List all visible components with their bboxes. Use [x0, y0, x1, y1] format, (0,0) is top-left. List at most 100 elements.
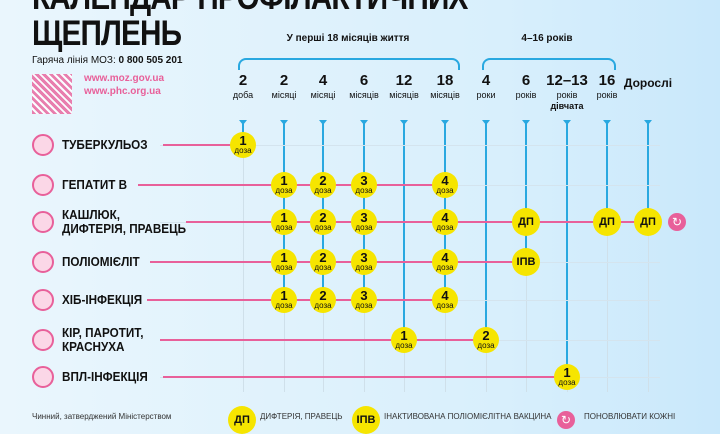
qr-code: [32, 74, 72, 114]
column-age: 12–13: [546, 72, 588, 89]
dose-badge: 1 доза: [554, 364, 580, 390]
dose-badge: 4 доза: [432, 249, 458, 275]
column-header-7: 6 років: [501, 72, 551, 101]
column-header-1: 2 місяці: [259, 72, 309, 101]
column-line: [485, 122, 487, 340]
row-label: КІР, ПАРОТИТ, КРАСНУХА: [62, 325, 144, 354]
dose-label: доза: [355, 186, 373, 195]
dose-badge: 1 доза: [271, 209, 297, 235]
dose-number: 2: [319, 210, 327, 225]
grid-line: [648, 122, 649, 392]
column-header-6: 4 роки: [461, 72, 511, 101]
group-brace: [238, 58, 460, 70]
grid-line: [243, 122, 244, 392]
row-line: [163, 144, 243, 146]
dose-number: 1: [280, 173, 288, 188]
legend-note: Чинний, затверджений Міністерством: [32, 412, 172, 421]
bacteria-icon: [32, 134, 54, 156]
dose-label: доза: [436, 186, 454, 195]
column-header-2: 4 місяці: [298, 72, 348, 101]
virus-icon: [32, 366, 54, 388]
dose-number: 2: [482, 328, 490, 343]
column-age: 12: [395, 72, 413, 89]
legend-dp-badge: ДП: [228, 406, 256, 434]
column-age: 16: [598, 72, 616, 89]
group-brace: [482, 58, 616, 70]
dose-badge: 1 доза: [391, 327, 417, 353]
column-unit: доба: [232, 90, 254, 100]
column-marker: [239, 120, 247, 125]
row-grid-line: [160, 145, 660, 146]
virus-icon: [32, 251, 54, 273]
row-label: КАШЛЮК, ДИФТЕРІЯ, ПРАВЕЦЬ: [62, 207, 187, 236]
column-header-9: 16 років: [582, 72, 632, 101]
column-header-4: 12 місяців: [379, 72, 429, 101]
vaccine-badge: ДП: [593, 208, 621, 236]
column-age: 6: [521, 72, 531, 89]
virus-icon: [32, 174, 54, 196]
dose-number: 3: [360, 250, 368, 265]
column-header-3: 6 місяців: [339, 72, 389, 101]
column-unit: місяців: [349, 90, 379, 100]
dose-label: доза: [314, 223, 332, 232]
column-unit: місяці: [310, 90, 336, 100]
column-line: [647, 122, 649, 222]
hotline: Гаряча лінія МОЗ: 0 800 505 201: [32, 55, 183, 66]
bacteria-icon: [32, 211, 54, 233]
dose-label: доза: [355, 223, 373, 232]
column-line: [525, 122, 527, 262]
column-age: 4: [318, 72, 328, 89]
row-label: ТУБЕРКУЛЬОЗ: [62, 137, 148, 152]
dose-badge: 1 доза: [271, 249, 297, 275]
column-unit: років: [596, 90, 618, 100]
dose-label: доза: [558, 378, 576, 387]
row-label: ВПЛ-ІНФЕКЦІЯ: [62, 369, 148, 384]
link-phc[interactable]: www.phc.org.ua: [84, 86, 161, 97]
legend-refresh-icon: ↻: [557, 411, 575, 429]
dose-label: доза: [395, 341, 413, 350]
column-marker: [319, 120, 327, 125]
vaccine-badge: ДП: [634, 208, 662, 236]
column-unit: років: [556, 90, 578, 100]
dose-label: доза: [355, 263, 373, 272]
bacteria-icon: [32, 289, 54, 311]
vaccine-badge: ДП: [512, 208, 540, 236]
dose-number: 3: [360, 210, 368, 225]
dose-badge: 4 доза: [432, 209, 458, 235]
dose-number: 1: [280, 250, 288, 265]
column-age: 4: [481, 72, 491, 89]
dose-number: 4: [441, 250, 449, 265]
link-moz[interactable]: www.moz.gov.ua: [84, 73, 165, 84]
dose-number: 4: [441, 173, 449, 188]
dose-badge: 1 доза: [271, 287, 297, 313]
column-line: [566, 122, 568, 377]
virus-icon: [32, 329, 54, 351]
column-age: Дорослі: [623, 76, 673, 90]
dose-label: доза: [355, 301, 373, 310]
dose-label: доза: [275, 263, 293, 272]
legend-dp: ДИФТЕРІЯ, ПРАВЕЦЬ: [260, 412, 343, 421]
dose-number: 2: [319, 288, 327, 303]
dose-number: 3: [360, 288, 368, 303]
dose-badge: 2 доза: [310, 172, 336, 198]
column-age: 2: [238, 72, 248, 89]
refresh-icon: ↻: [668, 213, 686, 231]
dose-number: 1: [280, 210, 288, 225]
dose-label: доза: [234, 146, 252, 155]
column-marker: [522, 120, 530, 125]
dose-label: доза: [275, 186, 293, 195]
group-label-infant: У перші 18 місяців життя: [286, 33, 410, 44]
dose-number: 1: [563, 365, 571, 380]
row-label: ХІБ-ІНФЕКЦІЯ: [62, 292, 143, 307]
column-line: [403, 122, 405, 340]
dose-label: доза: [314, 301, 332, 310]
row-label: ПОЛІОМІЄЛІТ: [62, 254, 140, 269]
dose-label: доза: [436, 301, 454, 310]
column-marker: [482, 120, 490, 125]
dose-label: доза: [436, 223, 454, 232]
dose-label: доза: [436, 263, 454, 272]
column-note: дівчата: [550, 101, 584, 111]
dose-badge: 3 доза: [351, 287, 377, 313]
grid-line: [607, 122, 608, 392]
row-line: [150, 261, 526, 263]
